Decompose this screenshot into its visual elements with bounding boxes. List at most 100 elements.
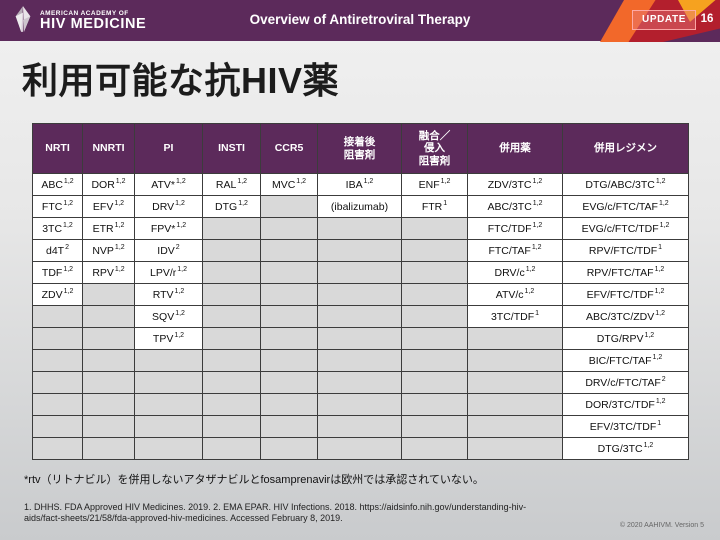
empty-cell	[260, 371, 318, 394]
empty-cell	[32, 305, 83, 328]
drug-cell: MVC1,2	[260, 173, 318, 196]
table-row: TDF1,2 RPV1,2 LPV/r1,2 DRV/c1,2 RPV/FTC/TAF1…	[32, 261, 689, 284]
empty-cell	[467, 327, 563, 350]
empty-cell	[401, 349, 468, 372]
drug-cell: BIC/FTC/TAF1,2	[562, 349, 689, 372]
drug-cell: RTV1,2	[134, 283, 203, 306]
empty-cell	[32, 327, 83, 350]
drug-cell: DTG/3TC1,2	[562, 437, 689, 460]
empty-cell	[260, 305, 318, 328]
drug-cell: SQV1,2	[134, 305, 203, 328]
empty-cell	[467, 393, 563, 416]
empty-cell	[202, 283, 261, 306]
empty-cell	[260, 437, 318, 460]
drug-cell: DTG1,2	[202, 195, 261, 218]
empty-cell	[260, 327, 318, 350]
drug-cell: FTC/TAF1,2	[467, 239, 563, 262]
table-row: EFV/3TC/TDF1	[32, 415, 689, 438]
table-row: DRV/c/FTC/TAF2	[32, 371, 689, 394]
table-body: ABC1,2 DOR1,2 ATV*1,2 RAL1,2 MVC1,2 IBA1,2 ENF…	[32, 173, 689, 460]
column-header: NRTI	[32, 123, 83, 174]
empty-cell	[202, 415, 261, 438]
drug-cell: ENF1,2	[401, 173, 468, 196]
drug-cell: 3TC1,2	[32, 217, 83, 240]
drug-cell: d4T2	[32, 239, 83, 262]
empty-cell	[202, 217, 261, 240]
empty-cell	[202, 371, 261, 394]
empty-cell	[82, 371, 135, 394]
table-row: SQV1,2 3TC/TDF1 ABC/3TC/ZDV1,2	[32, 305, 689, 328]
empty-cell	[82, 283, 135, 306]
table-row: TPV1,2 DTG/RPV1,2	[32, 327, 689, 350]
drug-cell: DRV/c1,2	[467, 261, 563, 284]
slide-title: 利用可能な抗HIV薬	[22, 60, 340, 101]
empty-cell	[82, 437, 135, 460]
empty-cell	[467, 349, 563, 372]
empty-cell	[317, 393, 402, 416]
empty-cell	[467, 415, 563, 438]
empty-cell	[401, 261, 468, 284]
drug-cell: EFV1,2	[82, 195, 135, 218]
table-row: FTC1,2 EFV1,2 DRV1,2 DTG1,2 (ibalizumab) FTR1…	[32, 195, 689, 218]
empty-cell	[401, 437, 468, 460]
empty-cell	[317, 415, 402, 438]
column-header: 融合／ 侵入 阻害剤	[401, 123, 468, 174]
aahivm-logo: AMERICAN ACADEMY OF HIV MEDICINE	[12, 4, 146, 39]
drug-cell: RPV/FTC/TDF1	[562, 239, 689, 262]
table-row: DTG/3TC1,2	[32, 437, 689, 460]
column-header: 併用レジメン	[562, 123, 689, 174]
drug-cell: IDV2	[134, 239, 203, 262]
empty-cell	[317, 283, 402, 306]
drug-cell: (ibalizumab)	[317, 195, 402, 218]
copyright: © 2020 AAHIVM. Version 5	[619, 522, 704, 529]
drug-cell: TDF1,2	[32, 261, 83, 284]
empty-cell	[317, 371, 402, 394]
empty-cell	[32, 371, 83, 394]
logo-line2: HIV MEDICINE	[40, 16, 147, 33]
empty-cell	[82, 305, 135, 328]
empty-cell	[401, 371, 468, 394]
drug-cell: FTC1,2	[32, 195, 83, 218]
footnote: *rtv（リトナビル）を併用しないアタザナビルとfosamprenavirは欧州…	[24, 474, 484, 486]
page-number: 16	[700, 13, 714, 25]
empty-cell	[260, 217, 318, 240]
drug-cell: DRV1,2	[134, 195, 203, 218]
table-row: DOR/3TC/TDF1,2	[32, 393, 689, 416]
column-header: NNRTI	[82, 123, 135, 174]
drug-cell: DTG/RPV1,2	[562, 327, 689, 350]
empty-cell	[82, 327, 135, 350]
table-row: ABC1,2 DOR1,2 ATV*1,2 RAL1,2 MVC1,2 IBA1,2 ENF…	[32, 173, 689, 196]
drug-cell: ABC/3TC/ZDV1,2	[562, 305, 689, 328]
drug-cell: EVG/c/FTC/TAF1,2	[562, 195, 689, 218]
drug-cell: ZDV/3TC1,2	[467, 173, 563, 196]
empty-cell	[260, 415, 318, 438]
drug-cell: DTG/ABC/3TC1,2	[562, 173, 689, 196]
empty-cell	[317, 327, 402, 350]
drug-cell: RPV1,2	[82, 261, 135, 284]
drug-cell: DOR1,2	[82, 173, 135, 196]
drug-cell: RPV/FTC/TAF1,2	[562, 261, 689, 284]
logo-line1: AMERICAN ACADEMY OF	[40, 9, 129, 17]
empty-cell	[401, 305, 468, 328]
empty-cell	[401, 327, 468, 350]
empty-cell	[202, 437, 261, 460]
update-badge: UPDATE	[632, 10, 696, 30]
empty-cell	[134, 393, 203, 416]
drug-cell: 3TC/TDF1	[467, 305, 563, 328]
empty-cell	[401, 239, 468, 262]
empty-cell	[202, 239, 261, 262]
table-header-row: NRTI NNRTI PI INSTI CCR5 接着後 阻害剤 融合／ 侵入 阻害剤 併用薬…	[32, 123, 689, 174]
empty-cell	[260, 261, 318, 284]
empty-cell	[82, 393, 135, 416]
empty-cell	[82, 349, 135, 372]
logo-text: AMERICAN ACADEMY OF HIV MEDICINE	[40, 10, 146, 33]
empty-cell	[260, 239, 318, 262]
empty-cell	[32, 393, 83, 416]
citation: 1. DHHS. FDA Approved HIV Medicines. 201…	[24, 502, 526, 525]
empty-cell	[317, 305, 402, 328]
empty-cell	[202, 261, 261, 284]
empty-cell	[32, 349, 83, 372]
drug-cell: ZDV1,2	[32, 283, 83, 306]
citation-line2: aids/fact-sheets/21/58/fda-approved-hiv-…	[24, 513, 343, 524]
